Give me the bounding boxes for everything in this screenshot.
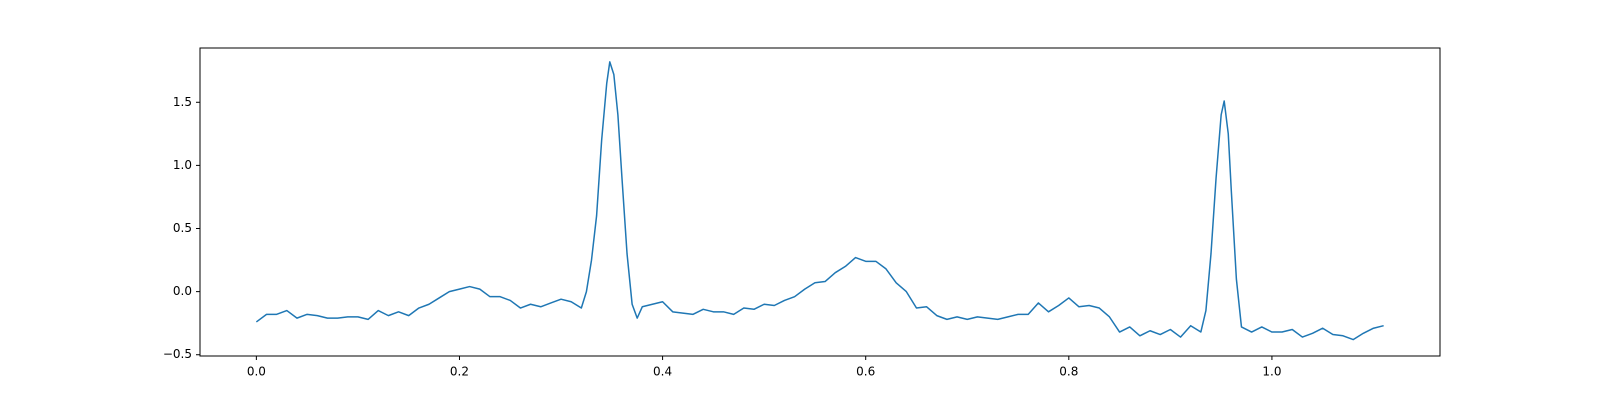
x-tick-label: 0.4 — [653, 365, 672, 379]
y-tick-label: 1.0 — [173, 158, 192, 172]
x-tick-label: 0.0 — [247, 365, 266, 379]
y-tick-label: −0.5 — [163, 347, 192, 361]
x-tick-label: 0.6 — [856, 365, 875, 379]
x-tick-label: 0.8 — [1059, 365, 1078, 379]
y-tick-label: 0.5 — [173, 221, 192, 235]
line — [255, 61, 1384, 341]
x-tick-label: 0.2 — [450, 365, 469, 379]
x-tick-label: 1.0 — [1262, 365, 1281, 379]
y-tick-label: 1.5 — [173, 95, 192, 109]
axes-frame — [199, 47, 1441, 357]
y-tick-label: 0.0 — [173, 284, 192, 298]
